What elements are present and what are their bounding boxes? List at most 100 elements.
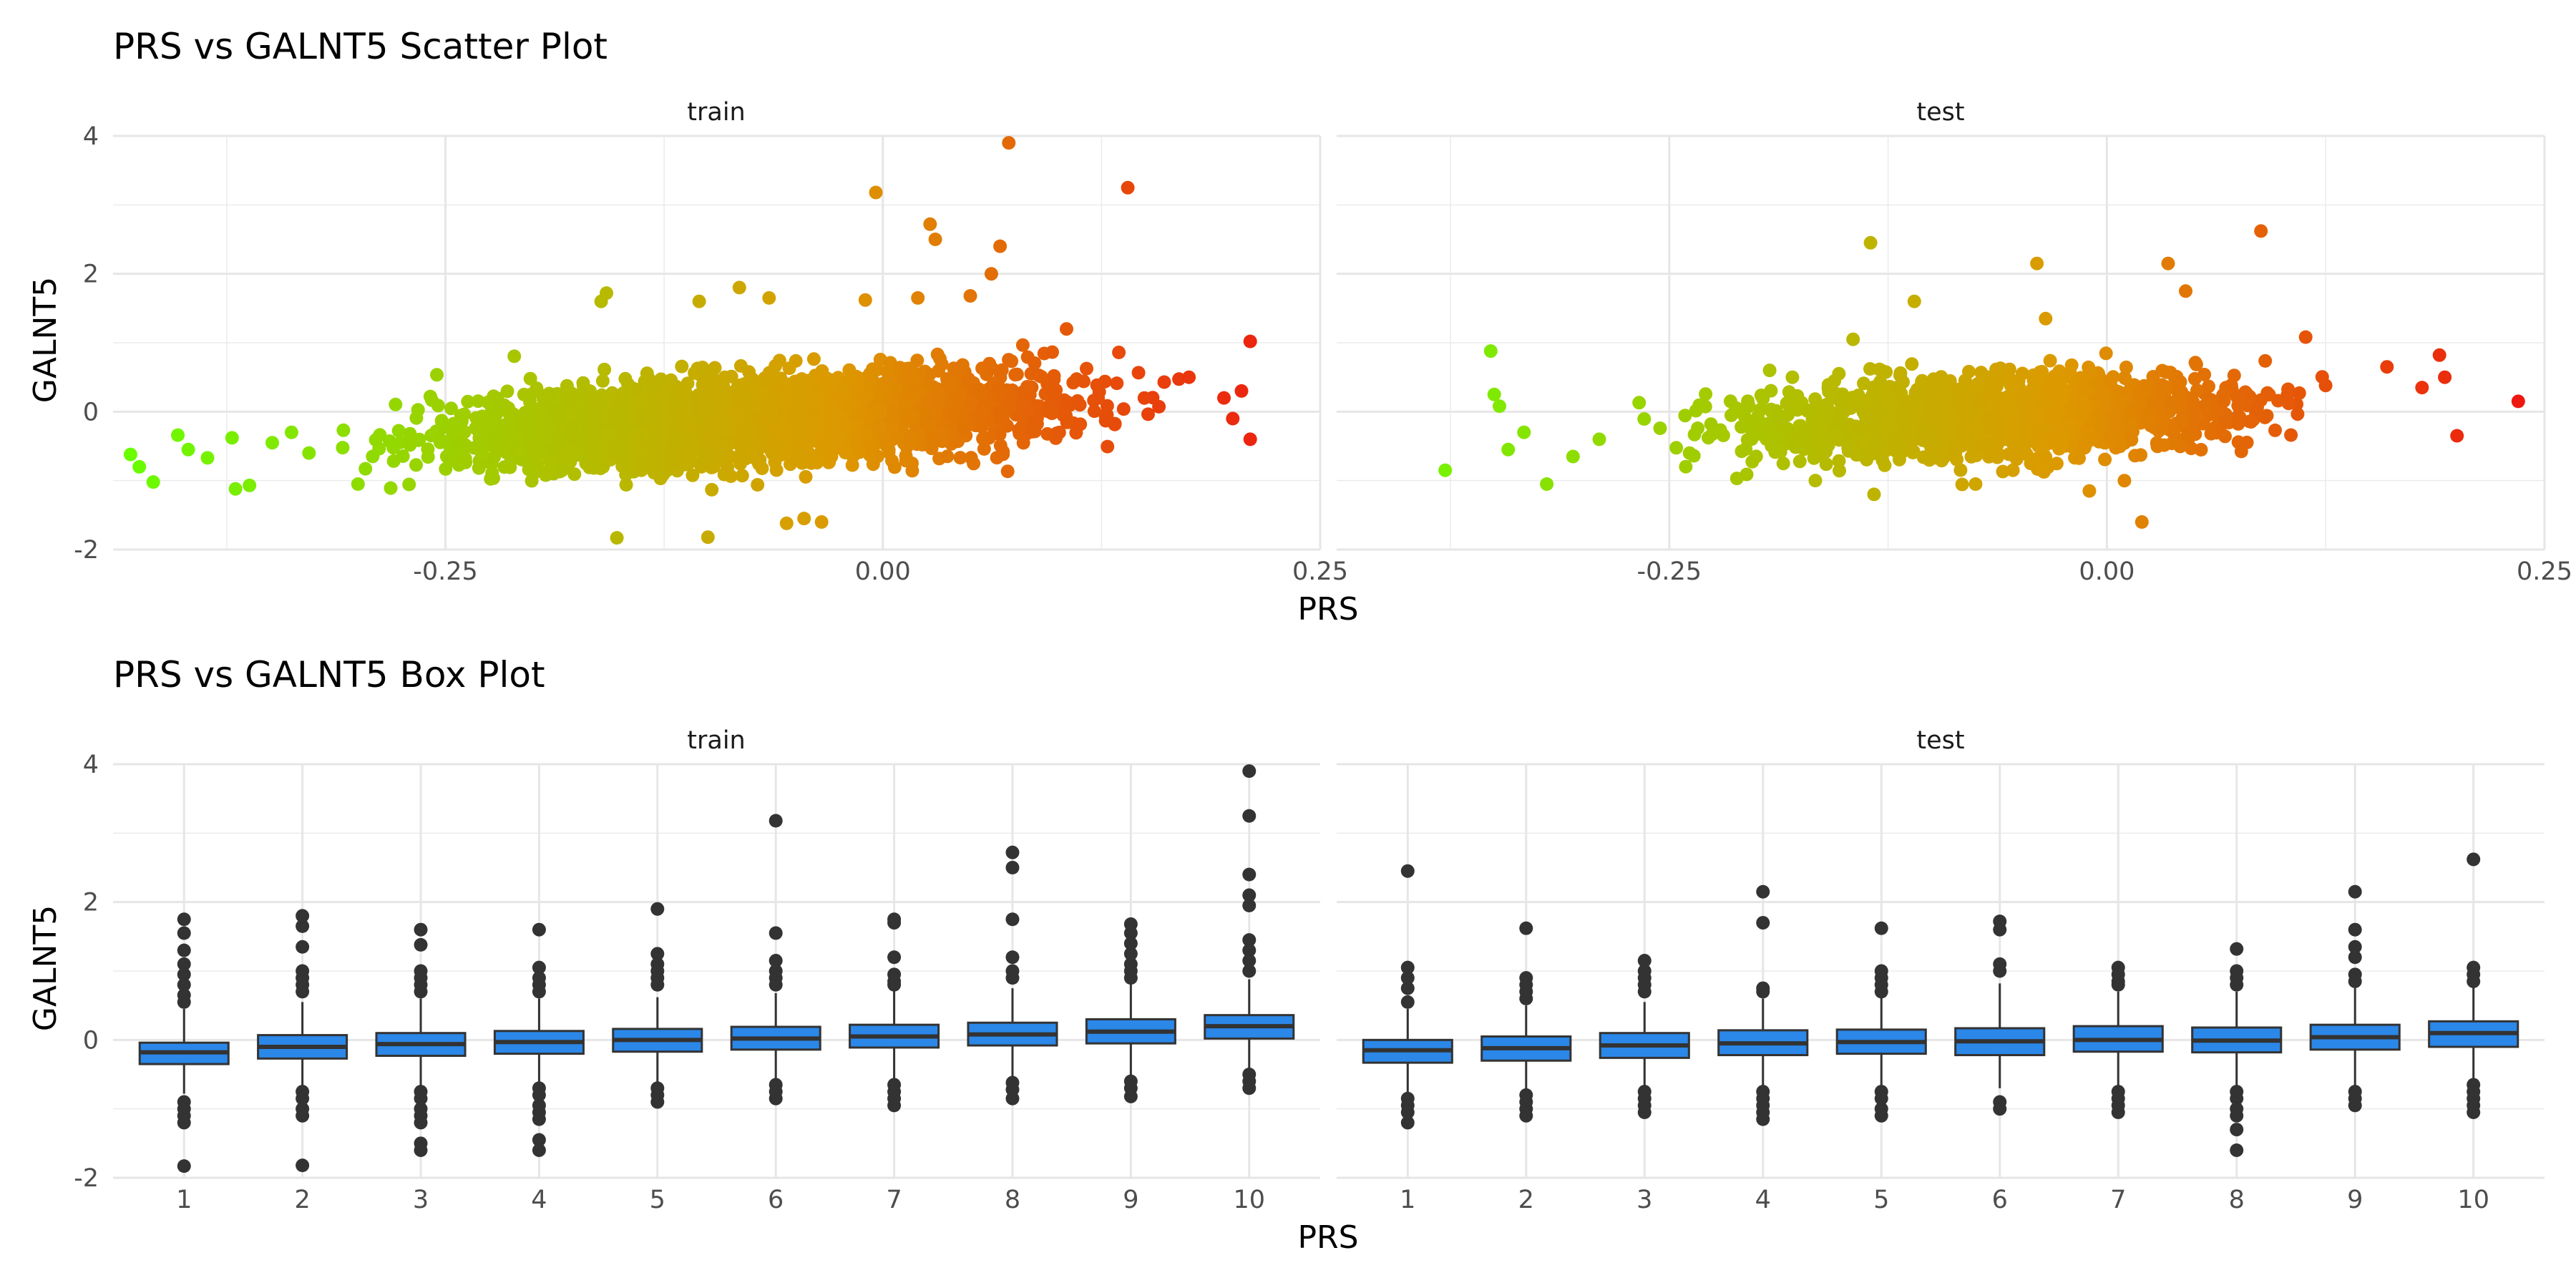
box-2 [257,909,348,1173]
scatter-point [2026,381,2040,395]
box-outlier [1400,960,1415,975]
box-outlier [1993,964,2007,978]
scatter-point [1687,427,1702,441]
box-outlier [177,967,191,982]
scatter-point [1060,395,1075,409]
scatter-point [801,431,816,445]
box-outlier [1874,1091,1888,1106]
scatter-point [2227,369,2241,383]
scatter-point [471,394,485,409]
box-outlier [177,926,191,940]
scatter-point [2284,428,2298,442]
scatter-x-tick-label: 0.25 [1292,557,1348,586]
scatter-point [941,376,955,389]
box-outlier [296,985,310,999]
scatter-point [1896,409,1911,423]
scatter-point [1970,420,1984,434]
box-outlier [2467,974,2481,988]
scatter-point [2090,376,2104,390]
scatter-point [657,390,671,404]
box-outlier [2348,950,2362,965]
box-1 [1362,864,1453,1130]
scatter-point [1953,463,1968,477]
scatter-point [707,430,721,444]
box-outlier [769,814,783,828]
box-strip-label-train: train [687,726,745,755]
scatter-point [1875,453,1890,467]
scatter-point [653,472,668,486]
scatter-point [523,388,537,401]
scatter-point [972,382,986,396]
scatter-point [507,349,522,364]
box-outlier [2230,1091,2244,1106]
scatter-y-tick-label: 4 [83,122,99,151]
scatter-point [1936,390,1951,404]
box-outlier [1123,926,1138,940]
scatter-point [1101,439,1115,454]
box-7 [849,912,940,1113]
box-panel-train: train [113,726,1320,1179]
scatter-point [1077,374,1091,389]
box-outlier [1242,764,1257,779]
scatter-point [567,467,582,482]
scatter-point [411,433,426,447]
box-outlier [296,1091,310,1106]
scatter-point [837,417,852,431]
scatter-point [366,449,380,464]
scatter-point [814,515,829,529]
scatter-point [2018,424,2032,438]
scatter-point [1632,396,1646,410]
scatter-point [1971,377,1985,391]
scatter-point [787,403,801,417]
scatter-strip-label-train: train [687,98,745,127]
scatter-point [911,291,925,305]
scatter-point [2194,443,2208,457]
box-outlier [769,954,783,968]
box-outlier [650,1095,665,1109]
scatter-point [874,421,888,435]
scatter-point [2175,414,2190,429]
box-outlier [650,902,665,916]
scatter-point [1852,424,1866,438]
box-6 [730,814,821,1106]
scatter-point [922,368,937,381]
scatter-point [527,424,541,438]
scatter-point [1234,384,1249,398]
box-outlier [2111,1105,2125,1119]
scatter-point [1702,431,1715,445]
scatter-point [1226,411,1240,426]
scatter-point [2114,394,2128,409]
scatter-point [1964,449,1979,464]
scatter-point [513,443,527,457]
scatter-x-tick-label: 0.00 [855,557,911,586]
scatter-point [617,426,631,440]
box-outlier [1123,971,1138,985]
scatter-point [2135,515,2149,529]
scatter-point [1141,407,1155,421]
scatter-point [2063,366,2077,380]
box-outlier [887,916,902,930]
scatter-point [854,406,869,420]
scatter-point [489,406,504,421]
scatter-point [721,461,735,474]
scatter-point [542,463,557,477]
box-outlier [1400,981,1415,995]
scatter-strip-label-test: test [1916,98,1964,127]
scatter-point [2292,386,2306,400]
box-outlier [2230,1143,2244,1157]
scatter-point [774,428,788,442]
scatter-point [707,441,721,455]
box-x-tick-label: 8 [2229,1186,2245,1214]
scatter-point [386,441,401,455]
scatter-point [2155,382,2170,396]
scatter-point [2198,399,2212,413]
scatter-point [2262,388,2276,402]
scatter-point [955,358,970,372]
scatter-point [2046,387,2061,401]
box-outlier [1519,921,1533,935]
scatter-point [574,409,588,422]
scatter-point [729,384,743,398]
scatter-point [2141,414,2155,429]
box-x-tick-label: 1 [1400,1186,1415,1214]
scatter-point [1002,353,1016,367]
